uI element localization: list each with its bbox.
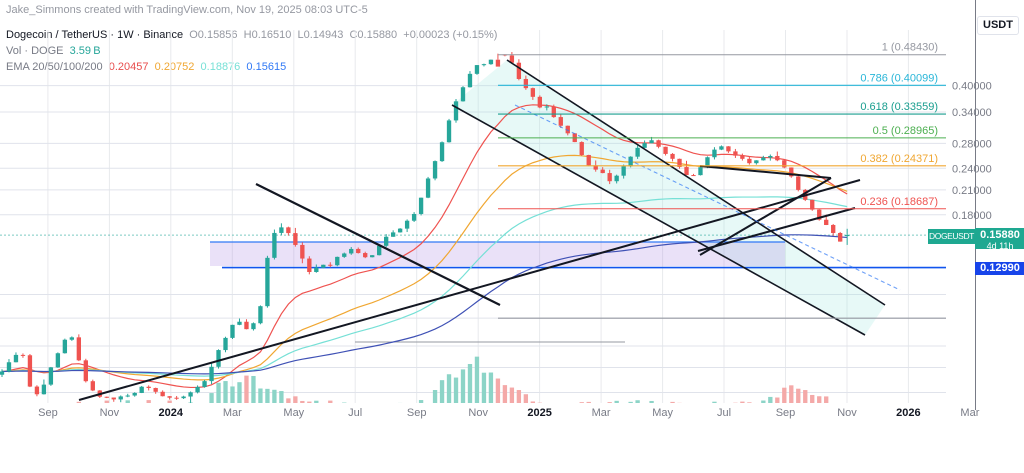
svg-text:0.236 (0.18687): 0.236 (0.18687) xyxy=(860,196,938,208)
svg-text:0.786 (0.40099): 0.786 (0.40099) xyxy=(860,72,938,84)
svg-text:2025: 2025 xyxy=(527,407,551,419)
svg-text:Nov: Nov xyxy=(837,407,857,419)
svg-text:Nov: Nov xyxy=(100,407,120,419)
svg-text:0.24000: 0.24000 xyxy=(952,163,992,175)
svg-text:0.40000: 0.40000 xyxy=(952,81,992,93)
svg-text:Jul: Jul xyxy=(348,407,362,419)
svg-text:May: May xyxy=(652,407,673,419)
svg-text:Jul: Jul xyxy=(717,407,731,419)
svg-text:0.11000: 0.11000 xyxy=(952,290,991,291)
svg-text:0.21000: 0.21000 xyxy=(952,185,992,197)
svg-text:Mar: Mar xyxy=(223,407,242,419)
svg-text:0.18000: 0.18000 xyxy=(952,210,992,222)
svg-text:2024: 2024 xyxy=(159,407,184,419)
svg-text:Sep: Sep xyxy=(38,407,58,419)
svg-text:0.5 (0.28965): 0.5 (0.28965) xyxy=(873,125,938,137)
svg-text:Mar: Mar xyxy=(592,407,611,419)
svg-text:May: May xyxy=(283,407,304,419)
svg-text:Sep: Sep xyxy=(407,407,427,419)
svg-text:0.28000: 0.28000 xyxy=(952,138,992,150)
svg-text:1 (0.48430): 1 (0.48430) xyxy=(882,42,938,54)
svg-text:Sep: Sep xyxy=(776,407,796,419)
svg-text:0.34000: 0.34000 xyxy=(952,107,992,119)
svg-text:Mar: Mar xyxy=(960,407,979,419)
svg-text:0.618 (0.33559): 0.618 (0.33559) xyxy=(860,101,938,113)
svg-text:0.382 (0.24371): 0.382 (0.24371) xyxy=(860,153,938,165)
svg-text:2026: 2026 xyxy=(896,407,920,419)
svg-text:Nov: Nov xyxy=(468,407,488,419)
